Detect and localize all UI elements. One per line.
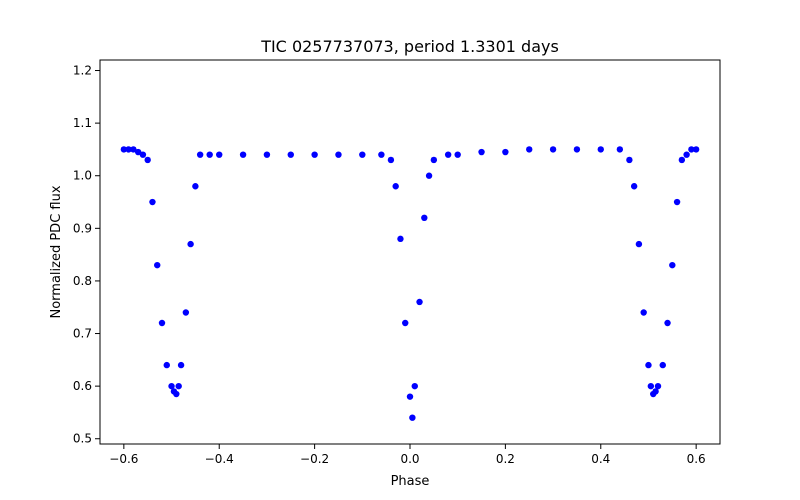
- data-point: [688, 146, 695, 153]
- data-point: [387, 156, 395, 164]
- data-point: [125, 146, 132, 153]
- y-tick-label: 0.9: [73, 221, 92, 235]
- data-point: [359, 151, 366, 158]
- y-tick-label: 1.0: [73, 169, 92, 183]
- data-point: [669, 261, 676, 269]
- data-point: [654, 382, 662, 390]
- x-tick-label: −0.4: [205, 452, 234, 466]
- data-point: [416, 298, 423, 306]
- data-point: [378, 151, 385, 158]
- data-point: [630, 183, 638, 190]
- data-point: [175, 382, 182, 390]
- data-point: [158, 319, 166, 327]
- x-axis-label: Phase: [391, 474, 430, 489]
- data-point: [168, 382, 175, 390]
- y-tick-label: 0.8: [73, 274, 92, 288]
- data-point: [154, 261, 161, 269]
- data-point: [411, 382, 418, 390]
- data-point: [130, 146, 137, 153]
- data-point: [216, 151, 223, 158]
- data-point: [673, 198, 681, 206]
- x-tick-label: −0.2: [300, 452, 329, 466]
- y-tick-label: 1.1: [73, 116, 92, 130]
- data-point: [626, 156, 633, 164]
- data-point: [392, 183, 399, 190]
- data-point: [409, 414, 416, 421]
- data-point: [144, 156, 151, 164]
- data-point: [635, 240, 643, 248]
- x-tick-label: 0.4: [591, 452, 610, 466]
- data-point: [335, 151, 342, 158]
- data-point: [192, 183, 199, 190]
- data-point: [263, 151, 271, 158]
- data-point: [664, 319, 671, 327]
- data-point: [502, 148, 509, 156]
- data-point: [177, 361, 185, 369]
- y-axis: 0.5 0.6 0.7 0.8 0.9 1.0 1.1 1.2: [73, 64, 100, 446]
- x-tick-label: 0.2: [496, 452, 515, 466]
- data-point: [397, 235, 404, 243]
- x-axis: −0.6 −0.4 −0.2 0.0 0.2 0.4 0.6: [109, 444, 706, 466]
- data-point: [573, 146, 581, 153]
- y-tick-label: 0.5: [73, 432, 92, 446]
- x-tick-label: −0.6: [109, 452, 138, 466]
- data-points: [120, 146, 700, 421]
- data-point: [406, 393, 414, 400]
- data-point: [597, 146, 604, 153]
- data-point: [645, 361, 652, 369]
- data-point: [478, 148, 485, 156]
- plot-frame: [99, 59, 721, 445]
- data-point: [640, 309, 647, 316]
- data-point: [149, 198, 156, 206]
- chart-title: TIC 0257737073, period 1.3301 days: [260, 37, 559, 56]
- y-tick-label: 0.7: [73, 327, 92, 341]
- y-axis-label: Normalized PDC flux: [49, 185, 64, 318]
- data-point: [239, 151, 247, 158]
- data-point: [425, 172, 433, 179]
- data-point: [196, 151, 204, 158]
- data-point: [206, 151, 213, 158]
- data-point: [187, 240, 194, 248]
- data-point: [182, 309, 190, 316]
- y-tick-label: 0.6: [73, 379, 92, 393]
- data-point: [444, 151, 452, 158]
- data-point: [163, 361, 170, 369]
- data-point: [616, 146, 624, 153]
- data-point: [287, 151, 294, 158]
- data-point: [683, 151, 690, 158]
- y-tick-label: 1.2: [73, 64, 92, 78]
- data-point: [454, 151, 461, 158]
- data-point: [647, 382, 655, 390]
- data-point: [659, 361, 666, 369]
- data-point: [652, 388, 659, 395]
- data-point: [311, 151, 318, 158]
- data-point: [421, 214, 428, 222]
- data-point: [120, 146, 128, 153]
- data-point: [134, 148, 142, 156]
- data-point: [692, 146, 700, 153]
- data-point: [402, 319, 409, 327]
- data-point: [173, 390, 180, 398]
- data-point: [526, 146, 533, 153]
- data-point: [549, 146, 557, 153]
- data-point: [678, 156, 686, 164]
- x-tick-label: 0.6: [687, 452, 706, 466]
- x-tick-label: 0.0: [400, 452, 419, 466]
- data-point: [430, 156, 438, 164]
- data-point: [139, 151, 147, 158]
